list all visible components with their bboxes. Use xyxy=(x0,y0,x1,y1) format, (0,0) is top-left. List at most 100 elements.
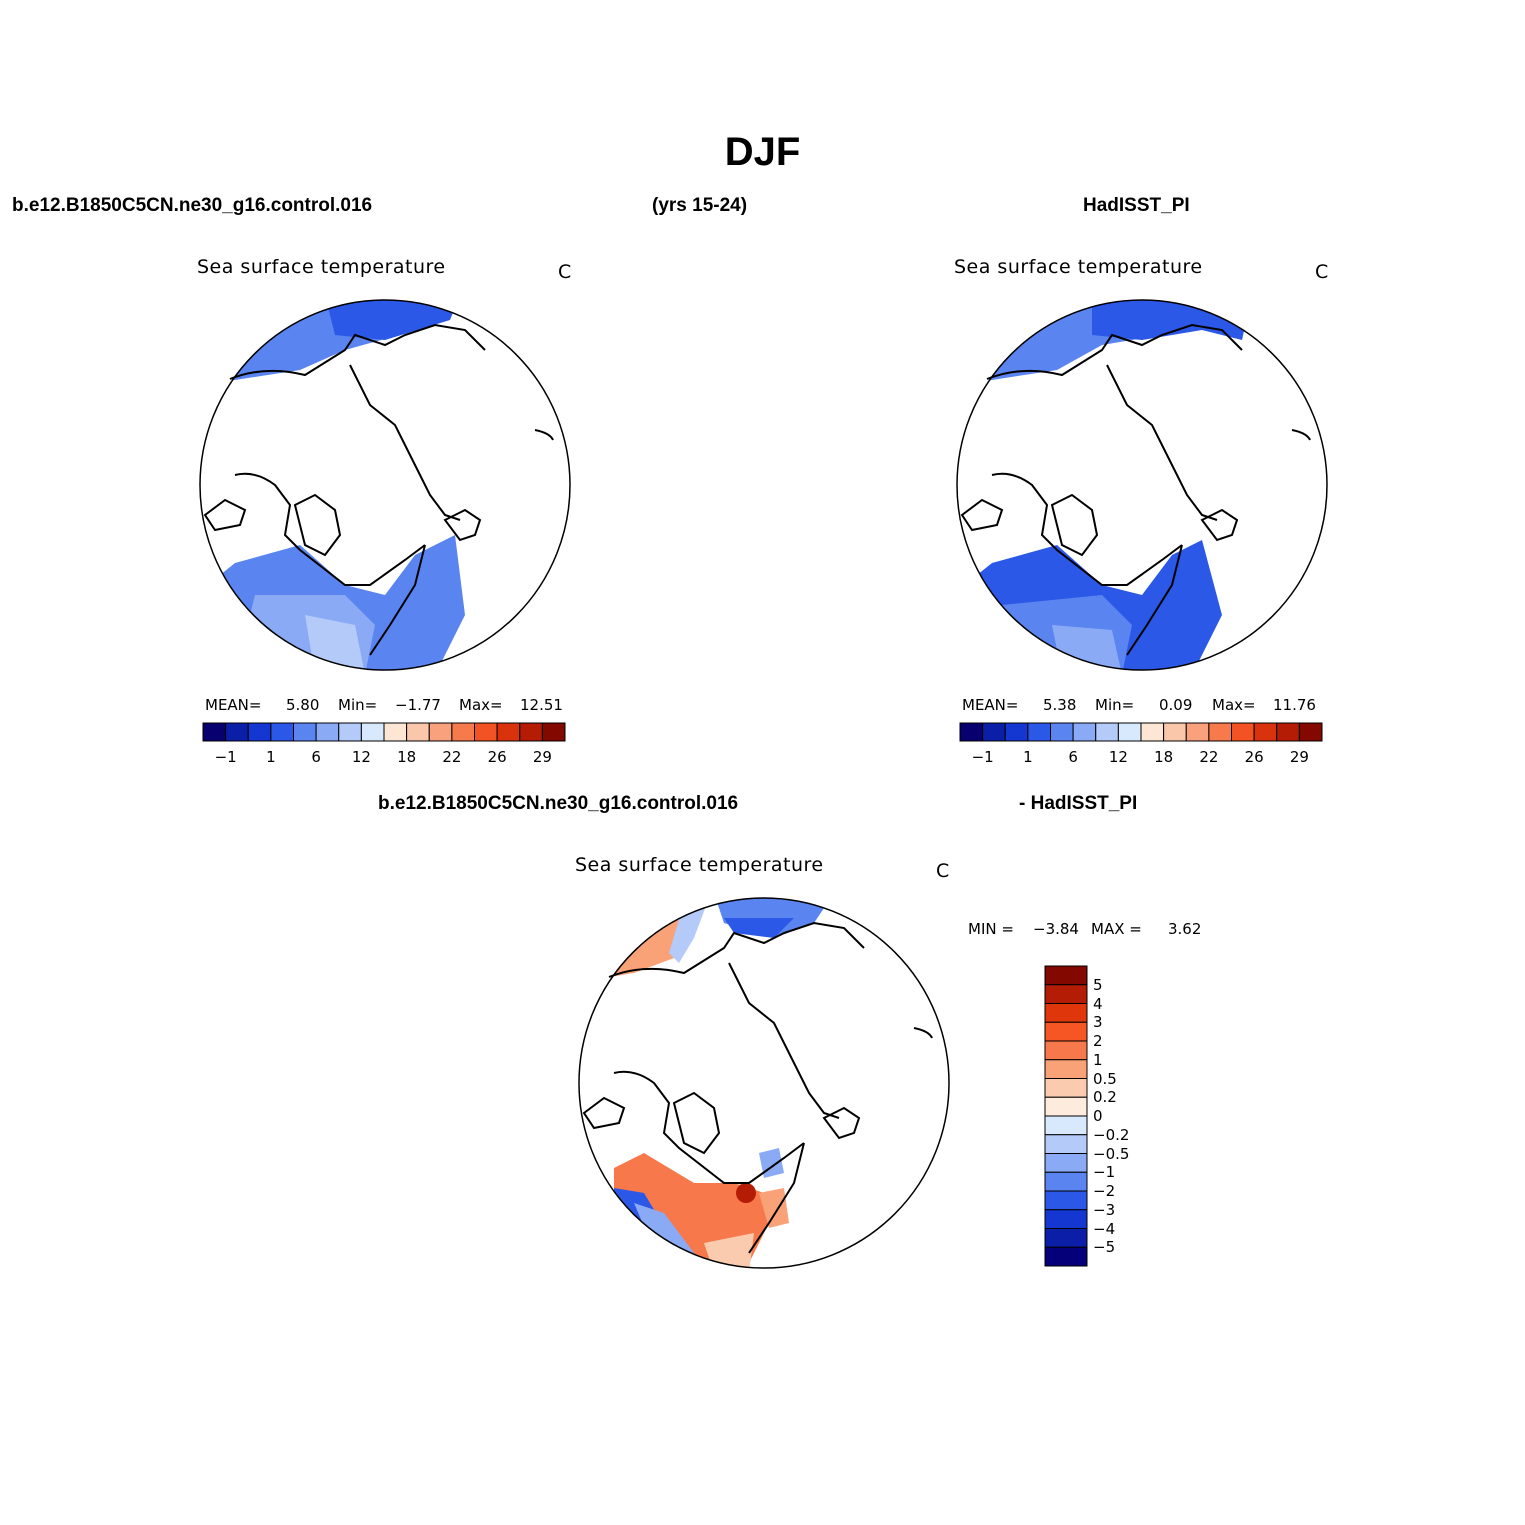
diff-colorbar-label: −4 xyxy=(1093,1219,1116,1238)
diff-colorbar-label: 0 xyxy=(1093,1107,1103,1125)
years-header: (yrs 15-24) xyxy=(652,195,748,216)
panel1-colorbar-label: 1 xyxy=(266,748,276,766)
panel1-colorbar-label: 12 xyxy=(351,748,371,766)
panel1-colorbar-box xyxy=(338,722,362,742)
panel1-colorbar xyxy=(202,722,566,742)
panel1-colorbar-box xyxy=(406,722,430,742)
panel2-colorbar xyxy=(959,722,1323,742)
diff-colorbar-label: −0.5 xyxy=(1093,1144,1130,1163)
diff-colorbar-label: 0.2 xyxy=(1093,1088,1117,1107)
panel2-polar-map xyxy=(956,299,1328,671)
panel2-colorbar-label: 29 xyxy=(1289,748,1309,766)
panel1-colorbar-box xyxy=(270,722,294,742)
panel2-colorbar-box xyxy=(1208,722,1232,742)
panel2-colorbar-box xyxy=(1276,722,1300,742)
panel1-colorbar-box xyxy=(247,722,272,742)
diff-colorbar-box xyxy=(1044,1209,1088,1229)
main-title: DJF xyxy=(724,130,801,174)
diff-panel-units: C xyxy=(936,860,950,882)
panel1-min-value: −1.77 xyxy=(395,696,441,714)
diff-colorbar-label: −0.2 xyxy=(1093,1125,1130,1144)
diff-colorbar-box xyxy=(1044,1153,1088,1173)
panel1-colorbar-label: 18 xyxy=(397,748,417,766)
panel1-colorbar-label: 29 xyxy=(532,748,552,766)
panel1-colorbar-box xyxy=(541,722,566,742)
panel1-colorbar-box xyxy=(519,722,543,742)
diff-colorbar-box xyxy=(1044,1096,1088,1117)
panel2-colorbar-box xyxy=(1253,722,1278,742)
panel1-max-value: 12.51 xyxy=(520,696,563,714)
panel2-colorbar-box xyxy=(982,722,1006,742)
diff-max-label: MAX = xyxy=(1091,920,1142,938)
diff-colorbar-label: −2 xyxy=(1093,1182,1116,1200)
panel1-colorbar-box xyxy=(496,722,521,742)
diff-colorbar-box xyxy=(1044,1021,1088,1042)
panel2-colorbar-label: 12 xyxy=(1108,748,1128,766)
panel2-colorbar-box xyxy=(1004,722,1029,742)
diff-panel-title: Sea surface temperature xyxy=(575,854,824,876)
diff-colorbar-box xyxy=(1044,1228,1088,1248)
panel1-polar-map xyxy=(199,299,571,671)
panel2-colorbar-label: 6 xyxy=(1068,748,1078,766)
obs-header: HadISST_PI xyxy=(1083,195,1190,216)
panel2-colorbar-box xyxy=(1072,722,1097,742)
panel1-colorbar-label: 22 xyxy=(442,748,462,766)
diff-colorbar-box xyxy=(1044,1003,1088,1023)
panel1-title: Sea surface temperature xyxy=(197,256,446,278)
panel1-colorbar-box xyxy=(202,722,227,742)
diff-colorbar-label: 4 xyxy=(1093,994,1103,1013)
panel2-colorbar-box xyxy=(1231,722,1255,742)
diff-colorbar-box xyxy=(1044,1059,1088,1079)
panel2-max-value: 11.76 xyxy=(1273,696,1316,714)
panel2-colorbar-box xyxy=(1298,722,1323,742)
diff-right-header: - HadISST_PI xyxy=(1019,793,1138,814)
panel1-mean-value: 5.80 xyxy=(286,696,320,714)
diff-colorbar-box xyxy=(1044,965,1088,986)
diff-max-value: 3.62 xyxy=(1168,920,1202,938)
panel2-colorbar-box xyxy=(959,722,984,742)
panel2-colorbar-box xyxy=(1185,722,1210,742)
panel1-colorbar-box xyxy=(451,722,475,742)
diff-min-label: MIN = xyxy=(968,920,1014,938)
panel2-min-label: Min= xyxy=(1095,696,1135,714)
panel2-min-value: 0.09 xyxy=(1159,696,1193,714)
panel2-units: C xyxy=(1315,261,1329,283)
diff-colorbar-box xyxy=(1044,1134,1088,1154)
diff-colorbar-box xyxy=(1044,1078,1088,1098)
panel2-colorbar-box xyxy=(1027,722,1051,742)
diff-colorbar-label: 1 xyxy=(1093,1050,1103,1069)
panel1-units: C xyxy=(558,261,572,283)
diff-colorbar-label: 5 xyxy=(1093,975,1103,994)
panel1-colorbar-box xyxy=(360,722,385,742)
diff-colorbar-label: −1 xyxy=(1093,1163,1116,1182)
diff-colorbar-label: −3 xyxy=(1093,1200,1116,1219)
panel2-colorbar-box xyxy=(1140,722,1165,742)
diff-colorbar-box xyxy=(1044,1190,1088,1211)
diff-colorbar-box xyxy=(1044,1115,1088,1136)
panel2-colorbar-label: 1 xyxy=(1023,748,1033,766)
panel1-colorbar-box xyxy=(383,722,408,742)
diff-colorbar-box xyxy=(1044,1171,1088,1192)
diff-colorbar xyxy=(1044,965,1088,1267)
panel2-colorbar-label: 26 xyxy=(1244,748,1264,766)
panel1-colorbar-label: −1 xyxy=(214,748,237,766)
diff-min-value: −3.84 xyxy=(1033,920,1079,938)
panel1-colorbar-box xyxy=(225,722,249,742)
panel1-max-label: Max= xyxy=(459,696,503,714)
diff-polar-map xyxy=(578,897,950,1269)
panel1-colorbar-box xyxy=(428,722,453,742)
diff-colorbar-label: 0.5 xyxy=(1093,1069,1117,1088)
panel2-colorbar-label: 22 xyxy=(1199,748,1219,766)
panel1-colorbar-box xyxy=(293,722,317,742)
diff-left-header: b.e12.B1850C5CN.ne30_g16.control.016 xyxy=(378,793,739,814)
panel2-colorbar-box xyxy=(1095,722,1119,742)
panel2-colorbar-box xyxy=(1117,722,1142,742)
panel1-colorbar-box xyxy=(474,722,498,742)
diff-colorbar-box xyxy=(1044,1246,1088,1267)
panel2-title: Sea surface temperature xyxy=(954,256,1203,278)
diff-colorbar-label: 2 xyxy=(1093,1032,1103,1050)
diff-colorbar-label: 3 xyxy=(1093,1013,1103,1032)
diff-colorbar-label: −5 xyxy=(1093,1238,1116,1257)
panel2-colorbar-box xyxy=(1050,722,1074,742)
panel2-colorbar-label: 18 xyxy=(1154,748,1174,766)
